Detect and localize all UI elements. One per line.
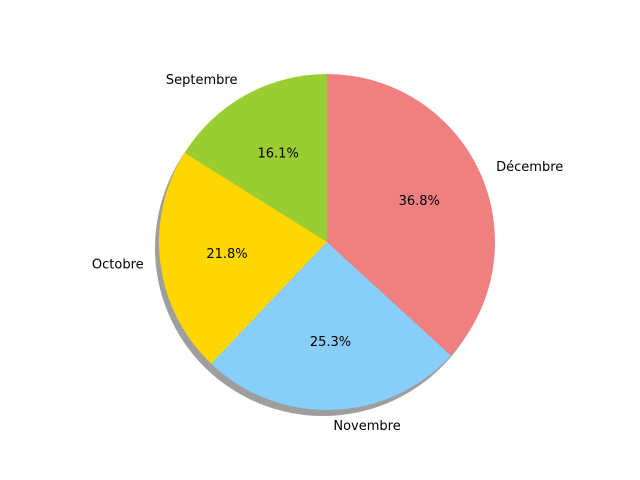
slice-label-novembre: Novembre <box>333 419 400 434</box>
pie-slice-novembre <box>211 242 451 410</box>
pie-slices <box>159 74 495 410</box>
pie-labels: Septembre 16.1% Octobre 21.8% Novembre 25.3% D… <box>92 73 563 434</box>
slice-label-decembre: Décembre <box>496 160 563 175</box>
slice-label-octobre: Octobre <box>92 258 144 273</box>
pct-label-decembre: 36.8% <box>399 194 440 209</box>
pie-slice-decembre <box>327 74 495 356</box>
pct-label-novembre: 25.3% <box>310 335 351 350</box>
slice-label-septembre: Septembre <box>166 73 238 88</box>
pie-slice-septembre <box>184 74 327 242</box>
pct-label-octobre: 21.8% <box>206 247 247 262</box>
pie-slice-octobre <box>159 152 327 364</box>
pct-label-septembre: 16.1% <box>258 146 299 161</box>
